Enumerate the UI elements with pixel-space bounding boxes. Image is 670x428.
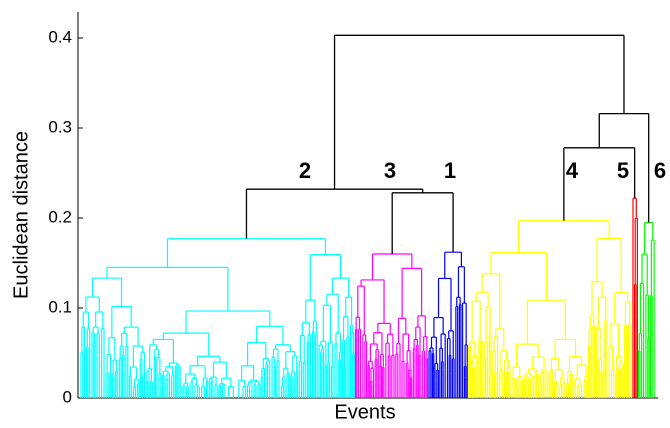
cluster-label: 1 — [444, 158, 456, 183]
y-tick-label: 0.4 — [48, 27, 72, 46]
cluster — [428, 251, 468, 398]
cluster — [637, 221, 655, 398]
cluster-label: 4 — [566, 158, 579, 183]
cluster-label: 6 — [654, 158, 666, 183]
y-tick-label: 0.1 — [48, 297, 72, 316]
cluster — [632, 197, 638, 398]
y-tick-label: 0.3 — [48, 117, 72, 136]
y-tick-label: 0 — [63, 387, 72, 406]
y-tick-label: 0.2 — [48, 207, 72, 226]
cluster — [468, 220, 632, 398]
cluster-label: 2 — [299, 158, 311, 183]
cluster-label: 5 — [617, 158, 629, 183]
y-axis-title: Euclidean distance — [10, 131, 32, 299]
cluster — [80, 238, 355, 398]
x-axis-title: Events — [334, 401, 395, 423]
cluster-label: 3 — [384, 158, 396, 183]
cluster — [354, 253, 429, 398]
